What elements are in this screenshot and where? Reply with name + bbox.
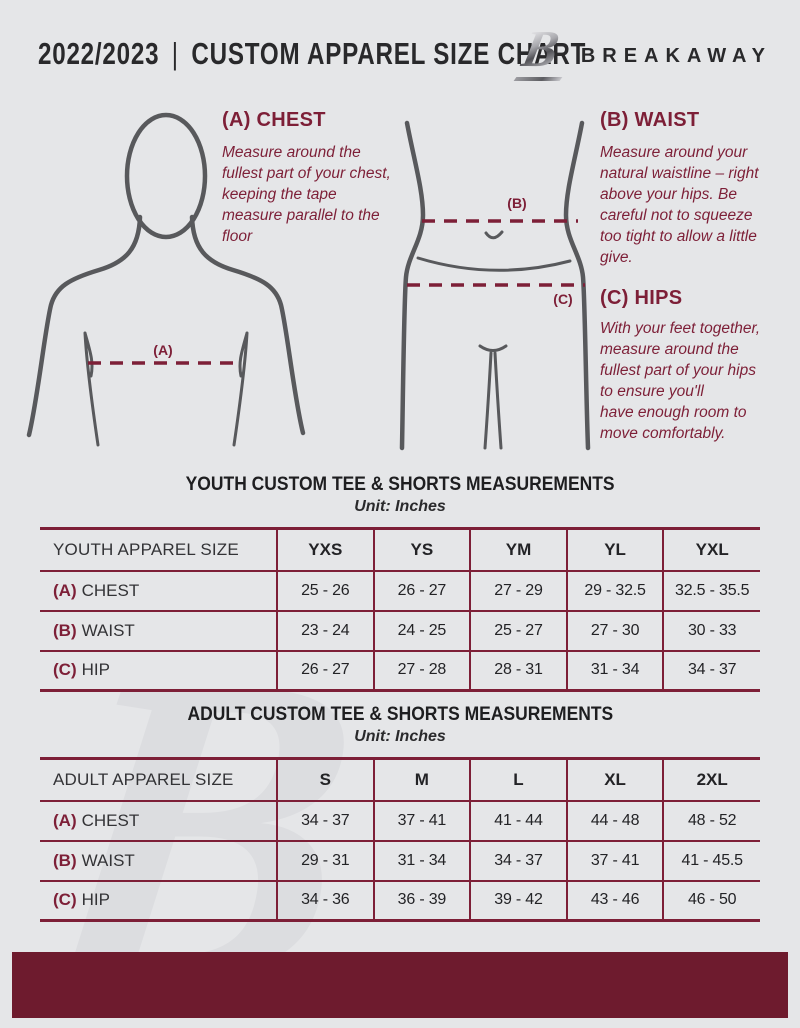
hips-heading: (C) HIPS xyxy=(600,287,683,309)
value-cell: 34 - 37 xyxy=(276,800,374,841)
page-title: 2022/2023 | CUSTOM APPAREL SIZE CHART xyxy=(38,36,586,72)
value-cell: 36 - 39 xyxy=(372,879,471,921)
value-cell: 26 - 27 xyxy=(276,649,374,691)
table-row: (C) HIP 26 - 27 27 - 28 28 - 31 31 - 34 3… xyxy=(40,649,760,691)
youth-table-title: YOUTH CUSTOM TEE & SHORTS MEASUREMENTS xyxy=(185,474,615,495)
value-cell: 43 - 46 xyxy=(565,879,664,921)
adult-table-subtitle: Unit: Inches xyxy=(354,728,446,745)
adult-size-table: ADULT APPAREL SIZE S M L XL 2XL (A) CHEST… xyxy=(40,757,760,922)
table-row: (C) HIP 34 - 36 36 - 39 39 - 42 43 - 46 4… xyxy=(40,879,760,921)
row-label: (B) WAIST xyxy=(40,609,277,651)
hips-description: With your feet together, measure around … xyxy=(600,320,761,443)
row-label: (C) HIP xyxy=(40,879,277,921)
value-cell: 41 - 45.5 xyxy=(662,839,760,881)
size-col-header: YXL xyxy=(662,528,760,572)
value-cell: 41 - 44 xyxy=(469,800,567,841)
chest-marker-label: (A) xyxy=(153,342,172,358)
row-label: (C) HIP xyxy=(40,649,277,691)
value-cell: 29 - 31 xyxy=(276,839,374,881)
title-main: CUSTOM APPAREL SIZE CHART xyxy=(191,36,587,71)
figure-inner-legs xyxy=(483,351,503,450)
value-cell: 23 - 24 xyxy=(276,609,374,651)
figure-right-torso-leg xyxy=(563,120,591,451)
value-cell: 28 - 31 xyxy=(469,649,567,691)
figure-crotch-curve xyxy=(478,344,508,352)
hips-marker-label: (C) xyxy=(553,291,572,307)
figure-right-shoulder-arm xyxy=(189,214,306,436)
size-col-header: YXS xyxy=(276,528,374,572)
size-col-header: L xyxy=(469,758,567,802)
waist-hips-figure: (B) (C) xyxy=(399,120,591,451)
value-cell: 26 - 27 xyxy=(372,570,471,611)
youth-size-table: YOUTH APPAREL SIZE YXS YS YM YL YXL (A) C… xyxy=(40,527,760,692)
chest-figure: (A) xyxy=(26,112,306,447)
table-row: (B) WAIST 23 - 24 24 - 25 25 - 27 27 - 30… xyxy=(40,609,760,651)
brand-logo: B BREAKAWAY xyxy=(513,21,772,84)
value-cell: 32.5 - 35.5 xyxy=(662,570,760,611)
footer-bar xyxy=(12,952,788,1018)
value-cell: 31 - 34 xyxy=(565,649,664,691)
value-cell: 25 - 26 xyxy=(276,570,374,611)
value-cell: 31 - 34 xyxy=(372,839,471,881)
figure-hip-curve xyxy=(416,256,572,272)
value-cell: 37 - 41 xyxy=(565,839,664,881)
figure-left-armpit xyxy=(83,331,100,447)
size-col-header: S xyxy=(276,758,374,802)
value-cell: 34 - 37 xyxy=(469,839,567,881)
figure-navel xyxy=(484,230,504,240)
table-header-row: ADULT APPAREL SIZE S M L XL 2XL xyxy=(40,758,760,802)
size-col-header: 2XL xyxy=(662,758,760,802)
size-col-header: YL xyxy=(565,528,664,572)
monogram-underline xyxy=(513,77,563,81)
value-cell: 27 - 30 xyxy=(565,609,664,651)
value-cell: 34 - 37 xyxy=(662,649,760,691)
value-cell: 24 - 25 xyxy=(372,609,471,651)
value-cell: 46 - 50 xyxy=(662,879,760,921)
figure-right-armpit xyxy=(232,331,249,447)
size-col-header: M xyxy=(372,758,471,802)
value-cell: 27 - 29 xyxy=(469,570,567,611)
chest-heading: (A) CHEST xyxy=(222,109,326,131)
value-cell: 25 - 27 xyxy=(469,609,567,651)
waist-description: Measure around your natural waistline – … xyxy=(600,144,759,267)
value-cell: 30 - 33 xyxy=(662,609,760,651)
adult-table-title: ADULT CUSTOM TEE & SHORTS MEASUREMENTS xyxy=(187,704,613,725)
size-col-header: YS xyxy=(372,528,471,572)
chest-description: Measure around the fullest part of your … xyxy=(222,144,391,246)
table-row: (A) CHEST 34 - 37 37 - 41 41 - 44 44 - 48… xyxy=(40,800,760,841)
table-header-row: YOUTH APPAREL SIZE YXS YS YM YL YXL xyxy=(40,528,760,572)
size-col-header: XL xyxy=(565,758,664,802)
waist-heading: (B) WAIST xyxy=(600,109,700,131)
row-label: (B) WAIST xyxy=(40,839,277,881)
value-cell: 27 - 28 xyxy=(372,649,471,691)
title-separator: | xyxy=(171,36,179,71)
brand-monogram-icon: B xyxy=(513,21,569,84)
title-year: 2022/2023 xyxy=(38,36,160,71)
waist-marker-label: (B) xyxy=(507,195,526,211)
value-cell: 39 - 42 xyxy=(469,879,567,921)
youth-table-subtitle: Unit: Inches xyxy=(354,498,446,515)
size-col-header: YM xyxy=(469,528,567,572)
table-row: (B) WAIST 29 - 31 31 - 34 34 - 37 37 - 41… xyxy=(40,839,760,881)
value-cell: 48 - 52 xyxy=(662,800,760,841)
brand-name: BREAKAWAY xyxy=(580,44,772,67)
value-cell: 29 - 32.5 xyxy=(565,570,664,611)
value-cell: 34 - 36 xyxy=(276,879,374,921)
value-cell: 44 - 48 xyxy=(565,800,664,841)
row-label: (A) CHEST xyxy=(53,580,140,600)
figure-left-shoulder-arm xyxy=(26,214,143,438)
row-label: (A) CHEST xyxy=(53,810,140,830)
figure-head xyxy=(124,112,208,240)
value-cell: 37 - 41 xyxy=(372,800,471,841)
figure-left-torso-leg xyxy=(399,120,426,451)
corner-header: ADULT APPAREL SIZE xyxy=(40,758,277,802)
corner-header: YOUTH APPAREL SIZE xyxy=(40,528,277,572)
table-row: (A) CHEST 25 - 26 26 - 27 27 - 29 29 - 32… xyxy=(40,570,760,611)
